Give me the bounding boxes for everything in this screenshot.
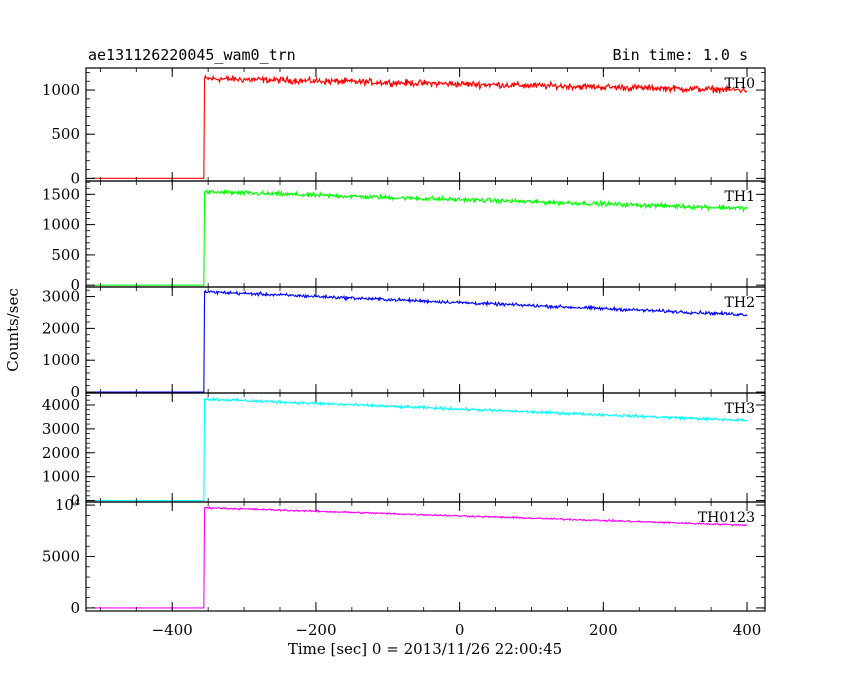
series-line-th0 <box>91 74 748 179</box>
x-axis-label: Time [sec] 0 = 2013/11/26 22:00:45 <box>288 640 562 658</box>
series-name-th0123: TH0123 <box>698 510 755 526</box>
y-tick-label: 0 <box>70 383 80 401</box>
y-tick-label: 0 <box>70 276 80 294</box>
panel-th0123: 0 5000 10⁴ TH0123 <box>42 496 766 617</box>
panel-frame <box>85 501 766 612</box>
y-tick-label: 1000 <box>42 351 80 369</box>
series-line-th2 <box>91 289 748 393</box>
series-line-th0123 <box>91 505 748 609</box>
y-axis-label: Counts/sec <box>4 288 22 372</box>
y-tick-label: 5000 <box>42 548 80 566</box>
y-tick-label: 2000 <box>42 319 80 337</box>
y-tick-label: 1000 <box>42 468 80 486</box>
series-name-th3: TH3 <box>725 401 755 417</box>
y-tick-label: 1500 <box>42 185 80 203</box>
chart-title: ae131126220045_wam0_trn <box>88 46 296 64</box>
x-tick-label: 200 <box>589 621 618 639</box>
y-tick-label: 3000 <box>42 420 80 438</box>
panel-frame <box>85 67 766 182</box>
y-tick-label: 0 <box>70 492 80 510</box>
y-tick-label: 1000 <box>42 216 80 234</box>
x-tick-label: 0 <box>455 621 465 639</box>
panel-th2: 0 1000 2000 3000 TH2 <box>42 286 766 401</box>
series-line-th1 <box>91 188 748 286</box>
panel-th3: 0 1000 2000 3000 4000 TH3 <box>42 392 766 510</box>
y-tick-label: 500 <box>51 125 80 143</box>
x-tick-label: 400 <box>733 621 762 639</box>
bin-time-label: Bin time: 1.0 s <box>613 46 748 64</box>
x-tick-label: −400 <box>152 621 193 639</box>
series-name-th2: TH2 <box>725 295 755 311</box>
y-tick-label: 3000 <box>42 288 80 306</box>
series-name-th0: TH0 <box>725 76 755 92</box>
series-line-th3 <box>91 396 748 502</box>
y-tick-label: 0 <box>70 169 80 187</box>
series-name-th1: TH1 <box>725 189 755 205</box>
y-tick-label: 4000 <box>42 396 80 414</box>
x-tick-label: −200 <box>295 621 336 639</box>
panel-frame <box>85 286 766 394</box>
y-tick-label: 10⁴ <box>55 496 80 514</box>
y-tick-label: 500 <box>51 246 80 264</box>
y-tick-label: 1000 <box>42 81 80 99</box>
panel-th1: 0 500 1000 1500 TH1 <box>42 180 766 294</box>
y-tick-label: 2000 <box>42 444 80 462</box>
y-tick-label: 0 <box>70 599 80 617</box>
panel-th0: 0 500 1000 TH0 <box>42 67 766 187</box>
panel-frame <box>85 180 766 288</box>
